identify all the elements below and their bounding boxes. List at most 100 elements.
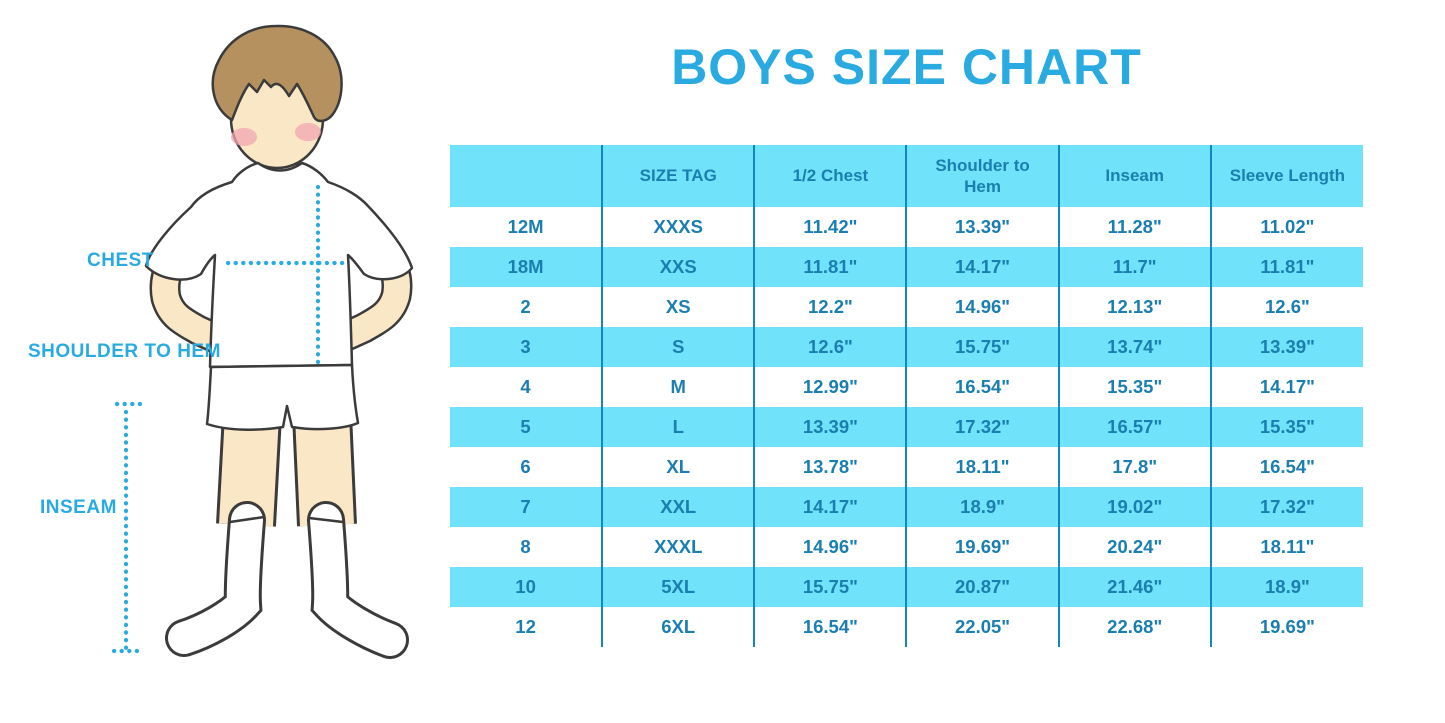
table-row: 6 XL 13.78" 18.11" 17.8" 16.54" <box>450 447 1363 487</box>
measurement-cell: 16.54" <box>753 607 907 647</box>
shoulder-to-hem-label: SHOULDER TO HEM <box>28 341 221 362</box>
measurement-cell: 19.69" <box>1209 607 1363 647</box>
measurement-cell: XXL <box>601 487 755 527</box>
table-row: 3 S 12.6" 15.75" 13.74" 13.39" <box>450 327 1363 367</box>
measurement-cell: 16.54" <box>1209 447 1363 487</box>
measurement-cell: 21.46" <box>1057 567 1211 607</box>
size-cell: 3 <box>450 327 603 367</box>
size-table-header: SIZE TAG 1/2 Chest Shoulder to Hem Inseam Sl… <box>450 145 1363 207</box>
measurement-cell: 18.11" <box>905 447 1059 487</box>
measurement-cell: S <box>601 327 755 367</box>
table-row: 12 6XL 16.54" 22.05" 22.68" 19.69" <box>450 607 1363 647</box>
measurement-cell: 18.9" <box>1209 567 1363 607</box>
measurement-cell: 15.35" <box>1209 407 1363 447</box>
measurement-cell: 15.75" <box>905 327 1059 367</box>
column-header: SIZE TAG <box>601 145 755 207</box>
size-column-header-blank <box>450 145 603 207</box>
measurement-cell: 13.39" <box>905 207 1059 247</box>
measurement-cell: XS <box>601 287 755 327</box>
column-header: Inseam <box>1057 145 1211 207</box>
column-header: Shoulder to Hem <box>905 145 1059 207</box>
table-row: 8 XXXL 14.96" 19.69" 20.24" 18.11" <box>450 527 1363 567</box>
measurement-cell: 12.99" <box>753 367 907 407</box>
measurement-cell: 14.17" <box>1209 367 1363 407</box>
measurement-cell: XL <box>601 447 755 487</box>
table-row: 10 5XL 15.75" 20.87" 21.46" 18.9" <box>450 567 1363 607</box>
measurement-cell: XXXL <box>601 527 755 567</box>
measurement-cell: 12.13" <box>1057 287 1211 327</box>
measurement-cell: 15.75" <box>753 567 907 607</box>
size-cell: 4 <box>450 367 603 407</box>
measurement-cell: 6XL <box>601 607 755 647</box>
measurement-cell: 18.9" <box>905 487 1059 527</box>
boy-right-sock <box>307 501 409 659</box>
size-cell: 12M <box>450 207 603 247</box>
measurement-cell: 16.57" <box>1057 407 1211 447</box>
measurement-cell: 12.6" <box>1209 287 1363 327</box>
measurement-cell: 15.35" <box>1057 367 1211 407</box>
measurement-cell: 22.05" <box>905 607 1059 647</box>
measurement-cell: 14.96" <box>753 527 907 567</box>
measurement-cell: 13.74" <box>1057 327 1211 367</box>
measurement-cell: 18.11" <box>1209 527 1363 567</box>
size-cell: 10 <box>450 567 603 607</box>
measurement-cell: 5XL <box>601 567 755 607</box>
measurement-cell: 11.7" <box>1057 247 1211 287</box>
measurement-cell: 14.17" <box>905 247 1059 287</box>
measurement-cell: 20.87" <box>905 567 1059 607</box>
measurement-cell: 17.8" <box>1057 447 1211 487</box>
size-table-body: 12M XXXS 11.42" 13.39" 11.28" 11.02" 18M XXS 11.… <box>450 207 1363 647</box>
measurement-cell: 19.02" <box>1057 487 1211 527</box>
page-title: BOYS SIZE CHART <box>671 39 1142 95</box>
boy-tshirt <box>144 161 414 369</box>
measurement-cell: 12.2" <box>753 287 907 327</box>
boy-illustration <box>111 24 414 659</box>
table-row: 2 XS 12.2" 14.96" 12.13" 12.6" <box>450 287 1363 327</box>
measurement-figure: CHEST SHOULDER TO HEM INSEAM <box>0 0 450 723</box>
column-header: 1/2 Chest <box>753 145 907 207</box>
measurement-cell: 13.39" <box>753 407 907 447</box>
table-row: 5 L 13.39" 17.32" 16.57" 15.35" <box>450 407 1363 447</box>
table-row: 7 XXL 14.17" 18.9" 19.02" 17.32" <box>450 487 1363 527</box>
table-row: 18M XXS 11.81" 14.17" 11.7" 11.81" <box>450 247 1363 287</box>
size-cell: 2 <box>450 287 603 327</box>
measurement-cell: XXXS <box>601 207 755 247</box>
measurement-cell: 13.39" <box>1209 327 1363 367</box>
measurement-cell: L <box>601 407 755 447</box>
size-table: SIZE TAG 1/2 Chest Shoulder to Hem Inseam Sl… <box>450 145 1363 647</box>
measurement-cell: 11.81" <box>753 247 907 287</box>
inseam-label: INSEAM <box>40 497 117 518</box>
measurement-cell: 11.28" <box>1057 207 1211 247</box>
boy-left-cheek <box>231 128 257 146</box>
measurement-cell: 22.68" <box>1057 607 1211 647</box>
chest-label: CHEST <box>87 250 154 271</box>
measurement-cell: 11.42" <box>753 207 907 247</box>
size-cell: 5 <box>450 407 603 447</box>
measurement-cell: 16.54" <box>905 367 1059 407</box>
size-cell: 12 <box>450 607 603 647</box>
measurement-cell: 12.6" <box>753 327 907 367</box>
measurement-cell: 13.78" <box>753 447 907 487</box>
boy-left-sock <box>165 501 266 657</box>
measurement-cell: XXS <box>601 247 755 287</box>
measurement-cell: 11.81" <box>1209 247 1363 287</box>
table-row: 12M XXXS 11.42" 13.39" 11.28" 11.02" <box>450 207 1363 247</box>
boy-right-cheek <box>295 123 321 141</box>
size-cell: 7 <box>450 487 603 527</box>
table-row: 4 M 12.99" 16.54" 15.35" 14.17" <box>450 367 1363 407</box>
column-header: Sleeve Length <box>1209 145 1363 207</box>
measurement-cell: 14.17" <box>753 487 907 527</box>
size-cell: 6 <box>450 447 603 487</box>
measurement-cell: 20.24" <box>1057 527 1211 567</box>
boy-hair <box>211 24 343 123</box>
measurement-cell: 11.02" <box>1209 207 1363 247</box>
header-row: SIZE TAG 1/2 Chest Shoulder to Hem Inseam Sl… <box>450 145 1363 207</box>
measurement-cell: M <box>601 367 755 407</box>
measurement-cell: 17.32" <box>905 407 1059 447</box>
size-cell: 8 <box>450 527 603 567</box>
measurement-cell: 14.96" <box>905 287 1059 327</box>
measurement-cell: 19.69" <box>905 527 1059 567</box>
boy-shorts <box>205 363 360 431</box>
size-cell: 18M <box>450 247 603 287</box>
